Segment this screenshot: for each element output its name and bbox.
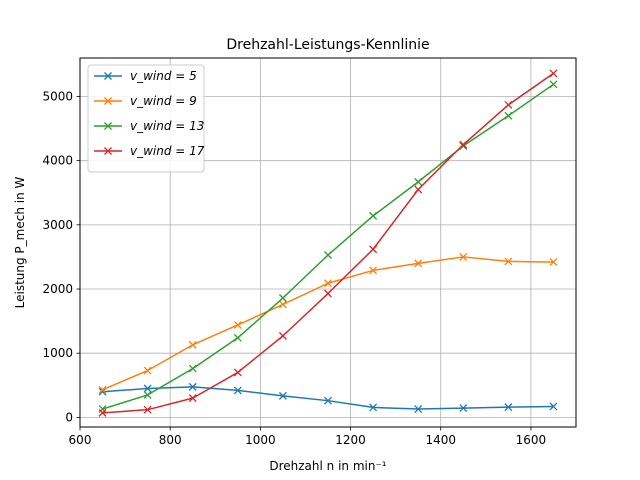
series-4 (98, 69, 558, 417)
data-point-marker (188, 364, 197, 373)
legend-item: v_wind = 13 (94, 119, 204, 133)
data-point-marker (188, 340, 197, 349)
data-point-marker (369, 403, 378, 412)
y-tick-label: 5000 (42, 90, 73, 104)
data-point-marker (233, 321, 242, 329)
legend-item: v_wind = 9 (94, 94, 197, 108)
legend-marker (104, 72, 112, 80)
plot-frame (79, 57, 577, 428)
legend-item: v_wind = 5 (94, 69, 197, 83)
ticks: 600 800 1000 1200 1400 1600 0 1000 2000 3000 4000 5… (42, 90, 546, 447)
legend-marker (104, 97, 112, 105)
data-point-marker (278, 331, 287, 340)
data-point-marker (549, 402, 558, 411)
legend-label: v_wind = 17 (130, 144, 205, 158)
legend-label: v_wind = 13 (130, 119, 204, 133)
data-point-marker (98, 408, 107, 417)
legend-item: v_wind = 17 (94, 144, 205, 158)
data-point-marker (504, 100, 513, 109)
data-point-marker (504, 257, 513, 266)
data-point-marker (549, 258, 558, 267)
data-point-marker (188, 382, 197, 391)
data-point-marker (459, 404, 468, 413)
data-point-marker (324, 251, 332, 259)
data-point-marker (143, 366, 152, 375)
data-point-marker (549, 69, 558, 78)
data-point-marker (143, 405, 152, 414)
y-tick-label: 4000 (42, 154, 73, 168)
legend: v_wind = 5 v_wind = 9 v_wind = 13 v_wind = … (87, 64, 205, 173)
y-tick-label: 2000 (42, 282, 73, 296)
x-tick-label: 1600 (516, 433, 547, 447)
data-point-marker (459, 141, 468, 150)
x-axis-label: Drehzahl n in min⁻¹ (269, 459, 386, 473)
data-point-marker (414, 185, 423, 194)
y-tick-label: 3000 (42, 218, 73, 232)
data-point-marker (324, 396, 332, 405)
series-2 (98, 252, 558, 394)
x-tick-label: 800 (159, 433, 182, 447)
data-point-marker (369, 211, 378, 220)
data-point-marker (459, 252, 468, 261)
data-point-marker (459, 140, 468, 149)
x-tick-label: 1200 (335, 433, 366, 447)
chart-title: Drehzahl-Leistungs-Kennlinie (226, 37, 429, 53)
y-axis-label: Leistung P_mech in W (13, 177, 27, 309)
data-point-marker (278, 391, 287, 400)
data-point-marker (278, 300, 287, 309)
y-tick-label: 0 (65, 410, 73, 424)
legend-marker (104, 122, 112, 130)
x-tick-label: 1400 (425, 433, 456, 447)
data-point-marker (233, 333, 242, 342)
data-point-marker (369, 245, 378, 254)
data-point-marker (504, 111, 513, 120)
data-point-marker (143, 390, 152, 399)
legend-box (87, 64, 205, 173)
data-point-marker (233, 386, 242, 395)
data-point-marker (414, 405, 423, 413)
x-tick-label: 1000 (245, 433, 276, 447)
legend-marker (104, 147, 112, 155)
data-point-marker (549, 80, 558, 89)
y-tick-label: 1000 (42, 346, 73, 360)
data-point-marker (98, 385, 107, 394)
data-point-marker (324, 279, 332, 288)
grid (79, 58, 576, 427)
data-point-marker (504, 403, 513, 412)
data-point-marker (188, 394, 197, 403)
series-3 (98, 80, 558, 413)
legend-label: v_wind = 5 (130, 69, 197, 83)
data-point-marker (143, 384, 152, 393)
data-point-marker (324, 289, 332, 298)
legend-label: v_wind = 9 (130, 94, 197, 108)
x-tick-label: 600 (69, 433, 92, 447)
data-point-marker (233, 368, 242, 377)
data-point-marker (369, 266, 378, 275)
data-point-marker (414, 259, 423, 268)
data-point-marker (278, 294, 287, 302)
data-point-marker (414, 177, 423, 186)
series-1 (98, 382, 558, 413)
series-layer (98, 69, 558, 417)
